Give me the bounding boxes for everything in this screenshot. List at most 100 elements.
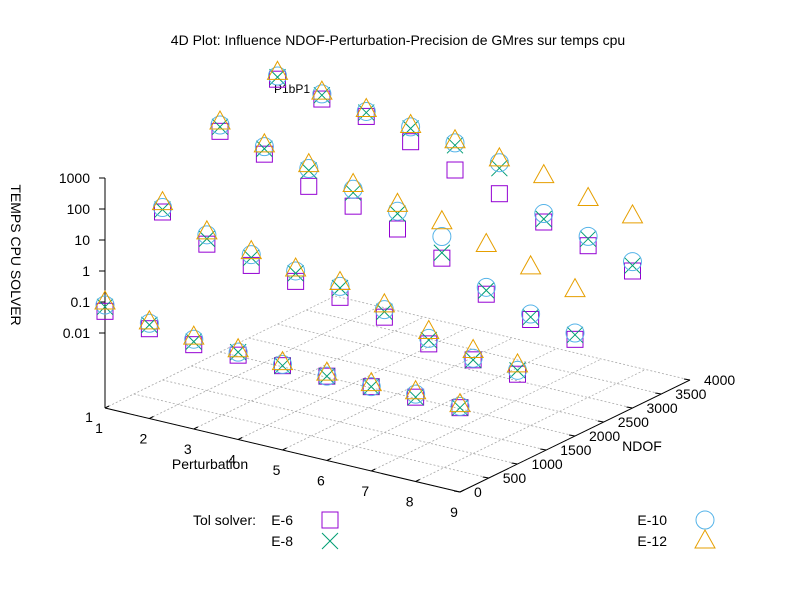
grid-line-x: [149, 306, 380, 419]
data-point: [389, 205, 406, 223]
data-point: [401, 117, 421, 137]
y-tick: [511, 462, 518, 465]
x-tick-label: 2: [139, 431, 147, 447]
data-point: [299, 159, 319, 179]
data-point: [153, 197, 172, 217]
y-tick: [683, 378, 691, 381]
data-point: [506, 352, 529, 373]
data-point: [389, 220, 406, 238]
data-point: [242, 249, 260, 267]
data-point: [253, 132, 276, 153]
y-tick-label: 3000: [647, 400, 678, 416]
grid-line-x: [415, 369, 646, 482]
data-point: [198, 235, 216, 253]
y-tick: [655, 392, 662, 395]
y-tick-label: 2000: [589, 428, 620, 444]
y-tick: [597, 420, 604, 423]
grid-line-y: [191, 365, 547, 451]
data-point: [521, 304, 541, 324]
data-point: [399, 113, 422, 133]
x-tick: [282, 447, 287, 451]
data-point: [284, 257, 307, 277]
grid-line-y: [133, 393, 489, 479]
data-point: [624, 257, 641, 274]
data-point: [356, 101, 376, 121]
x-tick: [104, 405, 110, 409]
data-point: [197, 225, 217, 245]
data-points: [94, 60, 644, 417]
y-tick: [540, 448, 547, 451]
x-tick: [193, 426, 198, 430]
data-point: [255, 145, 273, 163]
data-point: [94, 289, 116, 310]
data-point: [209, 109, 231, 130]
legend-title: Tol solver:: [193, 512, 256, 528]
grid-line-y: [306, 309, 662, 395]
data-point: [330, 276, 350, 296]
data-point: [317, 366, 337, 386]
x-tick-label: 3: [184, 441, 192, 457]
x-tick: [459, 489, 465, 493]
data-point: [490, 185, 508, 203]
data-point: [532, 163, 555, 184]
series-E-6: [96, 70, 641, 417]
grid-line-x: [237, 327, 469, 440]
grid-line-x: [282, 337, 513, 451]
data-point: [475, 232, 498, 253]
data-point: [273, 354, 292, 374]
y-axis-label: NDOF: [622, 438, 662, 454]
data-point: [463, 348, 483, 368]
x-tick: [326, 458, 332, 461]
y-tick-label: 0: [474, 484, 482, 500]
data-point: [446, 161, 464, 179]
data-point: [444, 128, 466, 149]
data-point: [151, 190, 174, 211]
data-point: [406, 384, 426, 404]
data-point: [624, 262, 641, 280]
x-axis-label: Perturbation: [172, 456, 248, 472]
data-point: [476, 277, 496, 297]
legend-marker: [694, 528, 716, 549]
y-tick: [568, 434, 576, 437]
x-tick: [415, 479, 420, 482]
data-point: [464, 351, 482, 369]
x-tick-label: 4: [228, 452, 236, 468]
data-point: [420, 335, 438, 353]
data-point: [355, 97, 378, 118]
data-point: [489, 153, 509, 173]
legend-label: E-8: [271, 533, 293, 549]
data-point: [450, 396, 470, 416]
z-tick-label: 0.1: [71, 294, 91, 310]
data-point: [211, 122, 229, 140]
grid-line-y: [277, 323, 633, 409]
x-tick-label: 5: [273, 462, 281, 478]
data-point: [404, 379, 427, 400]
data-point: [433, 244, 451, 262]
data-point: [182, 325, 205, 345]
x-tick-label: 6: [317, 473, 325, 489]
data-point: [361, 377, 381, 397]
x-tick-label: 7: [361, 483, 369, 499]
data-point: [535, 213, 553, 231]
x-tick-label: 1: [95, 420, 103, 436]
x-axis-ticks: 1 2 3 4 5 6 7 8 9: [95, 405, 465, 520]
z-axis-ticks: 0.01 0.1 1 10 100 1000 1: [59, 170, 105, 425]
z-tick-label: 10: [74, 232, 90, 248]
data-point: [433, 249, 451, 267]
data-point: [535, 210, 553, 228]
data-point: [154, 203, 171, 221]
y-tick: [453, 490, 461, 493]
grid-line-x: [193, 316, 424, 430]
y-tick-label: 1500: [560, 442, 591, 458]
data-point: [402, 133, 420, 151]
z-tick-label: 1: [82, 263, 90, 279]
data-point: [417, 319, 440, 340]
data-point: [300, 177, 318, 195]
data-point: [329, 270, 351, 291]
grid-line-y: [162, 379, 518, 465]
data-point: [342, 172, 364, 192]
chart-subtitle: P1bP1: [274, 82, 310, 96]
data-point: [579, 230, 597, 248]
legend-marker: [321, 532, 339, 550]
